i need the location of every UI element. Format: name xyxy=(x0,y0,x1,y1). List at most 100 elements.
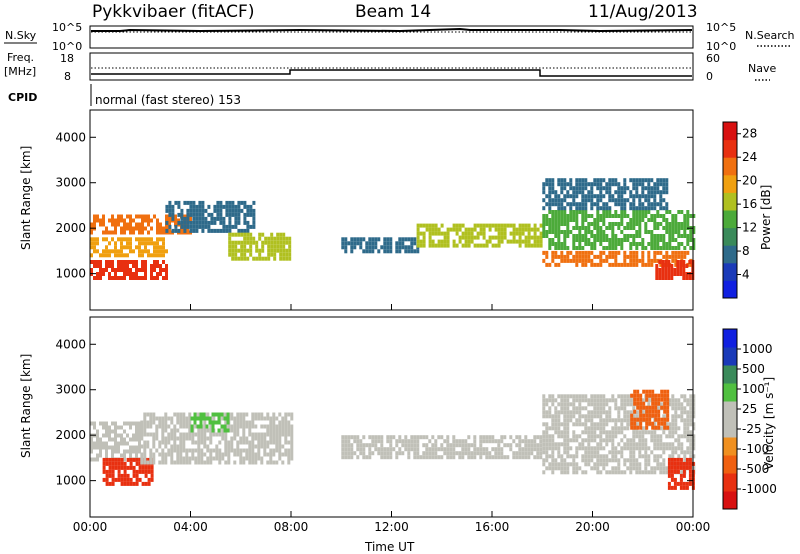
heatmap-cell xyxy=(575,446,579,451)
heatmap-cell xyxy=(159,245,162,250)
heatmap-cell xyxy=(683,430,687,435)
heatmap-cell xyxy=(440,455,444,460)
heatmap-cell xyxy=(639,409,643,414)
colorbar-tick-label: 100 xyxy=(742,382,765,396)
heatmap-cell xyxy=(126,481,130,486)
heatmap-cell xyxy=(539,239,543,244)
heatmap-cell xyxy=(209,436,213,441)
heatmap-cell xyxy=(449,451,453,456)
heatmap-cell xyxy=(223,428,227,433)
heatmap-cell xyxy=(254,436,258,441)
heatmap-cell xyxy=(542,394,546,399)
heatmap-cell xyxy=(581,194,585,199)
heatmap-cell xyxy=(563,182,567,187)
freq-trace xyxy=(91,69,692,77)
heatmap-cell xyxy=(593,202,597,207)
heatmap-cell xyxy=(642,401,646,406)
heatmap-cell xyxy=(206,428,210,433)
heatmap-cell xyxy=(212,432,216,437)
heatmap-cell xyxy=(222,224,226,229)
heatmap-cell xyxy=(347,443,351,448)
heatmap-cell xyxy=(608,178,612,183)
heatmap-cell xyxy=(344,249,348,254)
heatmap-cell xyxy=(518,455,522,460)
heatmap-cell xyxy=(138,429,141,434)
heatmap-cell xyxy=(120,477,124,482)
heatmap-cell xyxy=(584,450,588,455)
heatmap-cell xyxy=(267,256,271,261)
heatmap-cell xyxy=(114,457,118,462)
heatmap-cell xyxy=(668,430,672,435)
heatmap-cell xyxy=(515,227,519,232)
heatmap-cell xyxy=(662,206,666,211)
heatmap-cell xyxy=(560,258,564,263)
heatmap-cell xyxy=(380,443,384,448)
heatmap-cell xyxy=(650,178,654,183)
heatmap-cell xyxy=(144,272,147,276)
heatmap-cell xyxy=(599,442,603,447)
heatmap-cell xyxy=(545,254,549,259)
velocity-heatmap-cells xyxy=(90,389,696,490)
heatmap-cell xyxy=(467,435,471,440)
heatmap-cell xyxy=(545,194,549,199)
heatmap-cell xyxy=(575,454,579,459)
heatmap-cell xyxy=(164,436,168,441)
heatmap-cell xyxy=(626,418,630,423)
heatmap-cell xyxy=(147,457,151,462)
heatmap-cell xyxy=(179,436,183,441)
heatmap-cell xyxy=(206,436,210,441)
heatmap-cell xyxy=(209,460,213,465)
freq-unit: [MHz] xyxy=(4,65,36,78)
heatmap-cell xyxy=(633,409,637,414)
heatmap-cell xyxy=(572,466,576,471)
heatmap-cell xyxy=(258,252,262,257)
heatmap-cell xyxy=(377,237,381,242)
heatmap-cell xyxy=(164,424,168,429)
heatmap-cell xyxy=(611,178,615,183)
heatmap-cell xyxy=(554,422,558,427)
heatmap-cell xyxy=(368,249,372,254)
heatmap-cell xyxy=(176,444,180,449)
heatmap-cell xyxy=(572,422,576,427)
heatmap-cell xyxy=(189,220,193,225)
heatmap-cell xyxy=(551,470,555,475)
heatmap-cell xyxy=(143,428,147,433)
heatmap-cell xyxy=(542,402,546,407)
heatmap-cell xyxy=(183,200,187,205)
heatmap-cell xyxy=(587,402,591,407)
heatmap-cell xyxy=(542,470,546,475)
heatmap-cell xyxy=(431,443,435,448)
heatmap-cell xyxy=(173,436,177,441)
heatmap-cell xyxy=(676,461,680,466)
heatmap-cell xyxy=(644,214,648,218)
heatmap-cell xyxy=(656,446,660,451)
heatmap-cell xyxy=(99,218,102,223)
heatmap-cell xyxy=(614,406,618,411)
heatmap-cell xyxy=(682,481,686,486)
heatmap-cell xyxy=(551,242,555,246)
heatmap-cell xyxy=(90,241,93,246)
heatmap-cell xyxy=(551,186,555,191)
heatmap-cell xyxy=(545,178,549,183)
heatmap-cell xyxy=(689,450,693,455)
heatmap-cell xyxy=(149,448,153,453)
heatmap-cell xyxy=(572,226,576,230)
heatmap-cell xyxy=(344,443,348,448)
heatmap-cell xyxy=(144,268,147,272)
heatmap-cell xyxy=(635,234,639,238)
heatmap-cell xyxy=(204,224,208,229)
heatmap-cell xyxy=(152,452,156,457)
heatmap-cell xyxy=(164,412,168,417)
heatmap-cell xyxy=(120,481,124,486)
heatmap-cell xyxy=(651,393,655,398)
heatmap-cell xyxy=(183,224,187,229)
heatmap-cell xyxy=(566,222,570,226)
heatmap-cell xyxy=(189,200,193,205)
heatmap-cell xyxy=(569,418,573,423)
heatmap-cell xyxy=(663,425,667,430)
heatmap-cell xyxy=(527,443,531,448)
heatmap-cell xyxy=(251,452,255,457)
heatmap-cell xyxy=(614,250,618,255)
heatmap-cell xyxy=(671,418,675,423)
heatmap-cell xyxy=(222,216,226,221)
